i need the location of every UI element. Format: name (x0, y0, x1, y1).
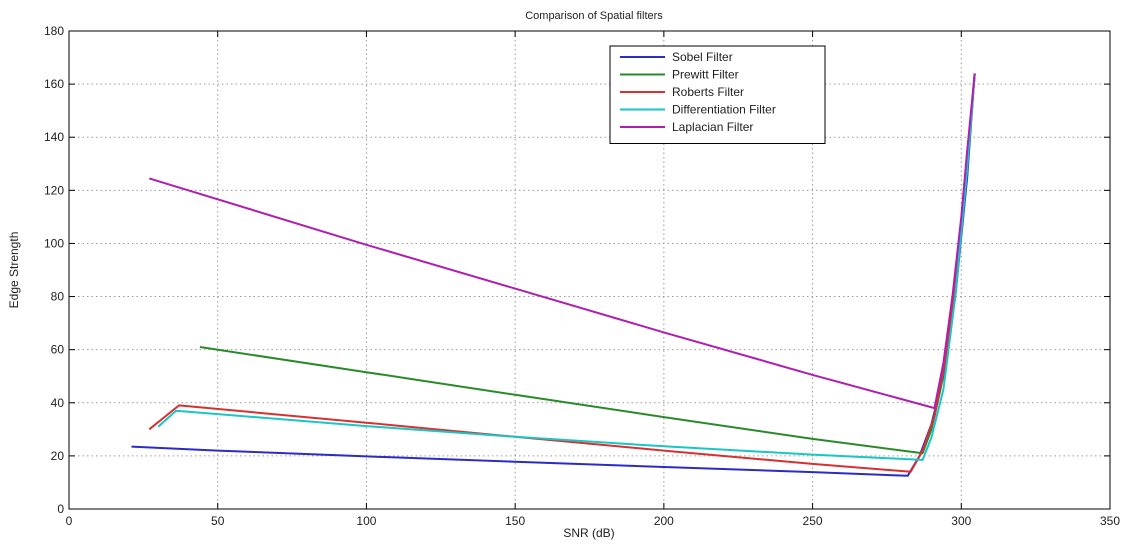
y-tick-label: 40 (51, 396, 65, 410)
x-tick-label: 200 (654, 514, 674, 528)
plot-area (68, 30, 1111, 510)
legend-label: Prewitt Filter (672, 68, 739, 82)
y-tick-label: 100 (44, 236, 64, 250)
axis-ticks: 0 50 100 150 200 250 300 350 0 20 40 60 80 100 120 140 1… (44, 24, 1120, 528)
x-tick-label: 250 (803, 514, 823, 528)
legend-label: Laplacian Filter (672, 120, 753, 134)
legend-label: Differentiation Filter (672, 103, 776, 117)
series-lines (131, 73, 976, 477)
y-tick-label: 180 (44, 24, 64, 38)
y-axis-title: Edge Strength (7, 232, 21, 309)
series-line-differentiation-filter (157, 73, 976, 461)
x-tick-label: 50 (211, 514, 225, 528)
chart-title: Comparison of Spatial filters (525, 10, 663, 22)
x-tick-label: 350 (1100, 514, 1120, 528)
x-tick-label: 100 (356, 514, 376, 528)
y-tick-label: 80 (51, 290, 65, 304)
y-tick-label: 140 (44, 130, 64, 144)
grid-lines (69, 31, 1110, 509)
legend: Sobel Filter Prewitt Filter Roberts Filter… (609, 45, 826, 144)
legend-label: Sobel Filter (672, 50, 733, 64)
x-tick-label: 300 (951, 514, 971, 528)
y-tick-label: 160 (44, 77, 64, 91)
x-tick-label: 0 (66, 514, 73, 528)
y-tick-label: 120 (44, 183, 64, 197)
series-line-laplacian-filter (149, 73, 976, 410)
y-tick-label: 0 (57, 502, 64, 516)
y-tick-label: 20 (51, 449, 65, 463)
x-tick-label: 150 (505, 514, 525, 528)
y-tick-label: 60 (51, 343, 65, 357)
x-axis-title: SNR (dB) (563, 526, 614, 540)
legend-label: Roberts Filter (672, 85, 744, 99)
